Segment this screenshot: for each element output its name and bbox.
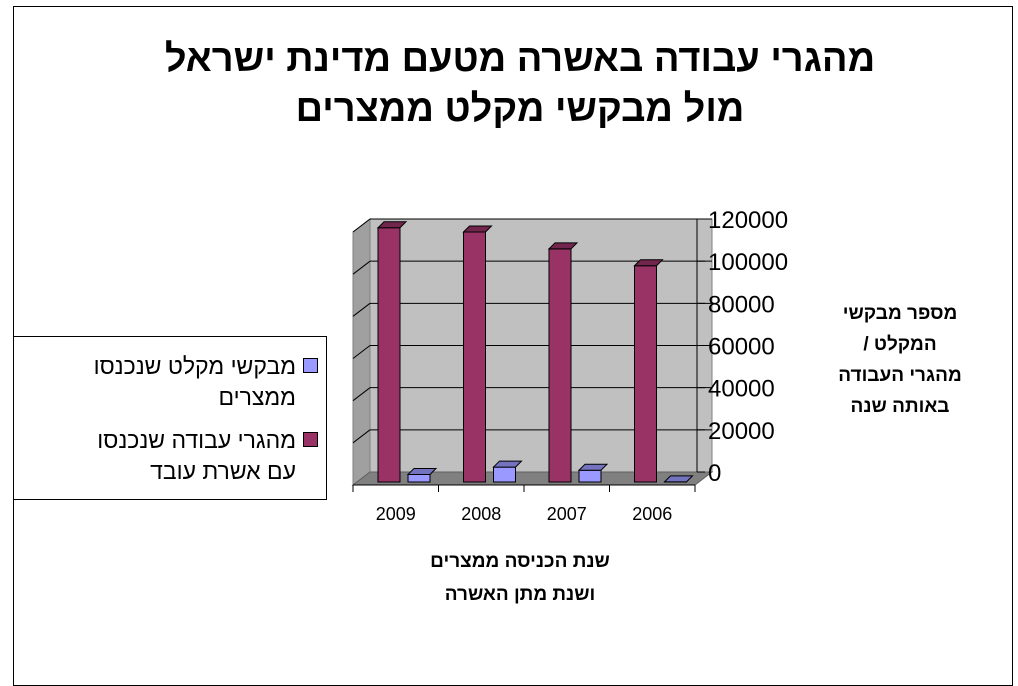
legend-item-migrant-workers: מהגרי עבודה שנכנסו עם אשרת עובד: [28, 425, 318, 487]
bar-front: [549, 249, 571, 482]
legend-label-asylum-seekers: מבקשי מקלט שנכנסו ממצרים: [28, 351, 318, 413]
legend-swatch-asylum-seekers: [303, 358, 318, 373]
x-tick-label: 2009: [376, 504, 416, 524]
y-tick-label: 0: [708, 460, 721, 487]
x-tick-label: 2007: [547, 504, 587, 524]
bar-front: [408, 474, 430, 482]
bar-front: [464, 232, 486, 482]
legend-item-asylum-seekers: מבקשי מקלט שנכנסו ממצרים: [28, 351, 318, 413]
y-tick-label: 20000: [708, 418, 775, 445]
bar-front: [579, 470, 601, 482]
legend-swatch-migrant-workers: [303, 432, 318, 447]
y-tick-label: 60000: [708, 334, 775, 361]
y-tick-label: 100000: [708, 249, 788, 276]
y-tick-label: 40000: [708, 376, 775, 403]
bar-front: [494, 467, 516, 482]
legend: מבקשי מקלט שנכנסו ממצרים מהגרי עבודה שנכ…: [13, 336, 327, 500]
x-axis-label: שנת הכניסה ממצרים ושנת מתן האשרה: [380, 545, 660, 611]
y-tick-label: 80000: [708, 291, 775, 318]
x-tick-label: 2008: [461, 504, 501, 524]
plot-floor: [353, 472, 712, 485]
bar-front: [635, 266, 657, 482]
x-tick-label: 2006: [632, 504, 672, 524]
bar-front: [378, 228, 400, 482]
y-tick-label: 120000: [708, 207, 788, 234]
legend-label-migrant-workers: מהגרי עבודה שנכנסו עם אשרת עובד: [28, 425, 318, 487]
y-axis-label: מספר מבקשי המקלט / מהגרי העבודה באותה שנ…: [820, 298, 980, 422]
